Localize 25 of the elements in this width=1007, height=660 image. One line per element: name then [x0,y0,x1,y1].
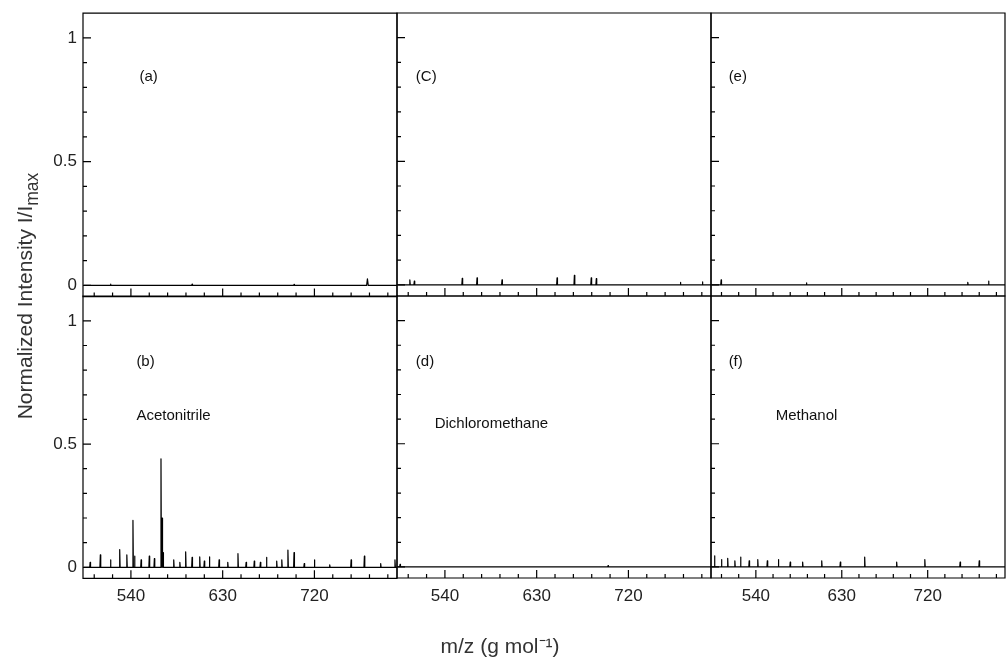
annotation: (a) [139,66,158,84]
x-tick-label: 630 [208,586,237,606]
annotation: Acetonitrile [136,405,211,423]
y-tick-label: 0.5 [53,433,77,453]
x-tick-label: 720 [614,585,643,605]
y-tick-label: 1 [67,27,77,47]
annotation: Dichloromethane [434,414,549,432]
annotation: (b) [136,352,155,370]
annotation: (e) [728,66,747,84]
y-tick-label: 0 [67,274,77,294]
x-tick-label: 630 [522,585,551,605]
annotation: Methanol [775,405,838,423]
x-tick-label: 630 [827,585,856,605]
x-tick-label: 720 [913,585,942,605]
y-tick-label: 1 [67,310,77,330]
x-tick-label: 540 [430,585,460,605]
x-axis-title: m/z (g mol⁻¹) [440,633,560,659]
y-tick-label: 0 [67,556,77,576]
annotation: (d) [415,352,435,370]
x-tick-label: 720 [300,586,329,606]
x-tick-label: 540 [116,586,146,606]
annotation: (C) [415,66,437,84]
annotation: (f) [728,352,743,370]
x-tick-label: 540 [741,585,771,605]
y-tick-label: 0.5 [53,151,77,171]
